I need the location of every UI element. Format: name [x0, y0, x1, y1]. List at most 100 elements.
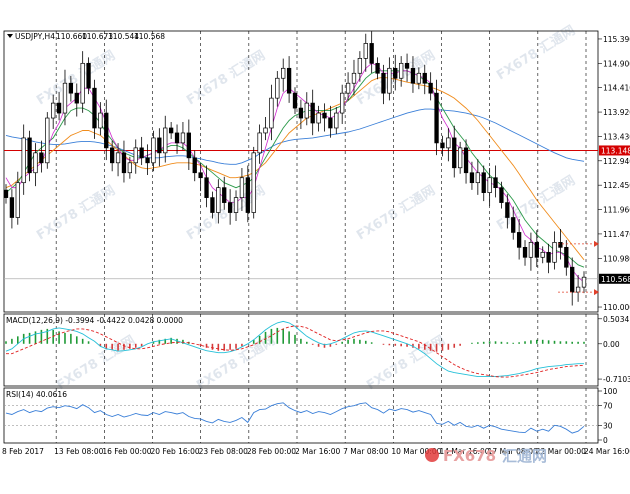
candle-body — [564, 246, 569, 268]
candle-body — [86, 62, 91, 89]
candle-body — [345, 82, 351, 94]
price-tick-label: 114.410 — [603, 84, 630, 93]
candle-body — [440, 142, 445, 149]
logo-text-cn: 汇通网 — [502, 447, 547, 465]
candle-body — [286, 67, 292, 94]
candle-body — [363, 43, 368, 59]
logo-text: FX678 — [443, 447, 496, 465]
candle-body — [528, 242, 534, 258]
price-tick-label: 115.390 — [603, 35, 630, 44]
candle-body — [316, 112, 321, 124]
candle-body — [198, 172, 203, 179]
candle-body — [304, 102, 309, 119]
candle-body — [546, 251, 551, 263]
date-tick-label: 23 Feb 08:00 — [199, 447, 248, 456]
candle-body — [245, 177, 250, 213]
price-tick-label: 113.430 — [603, 132, 630, 141]
macd-panel-frame — [3, 313, 599, 387]
candle-body — [428, 82, 433, 94]
price-markers — [558, 240, 599, 296]
rsi-tick-label: 70 — [603, 402, 613, 411]
symbol-dropdown-icon[interactable] — [7, 34, 13, 38]
resistance-price-label: 113.148 — [601, 146, 630, 155]
candle-body — [180, 132, 186, 144]
candle-body — [174, 132, 180, 144]
macd-tick-label: 0.5034 — [603, 315, 629, 324]
rsi-tick-label: 100 — [603, 387, 618, 396]
price-marker-arrow-icon — [594, 240, 599, 247]
candle-body — [446, 137, 451, 149]
logo-mark-icon — [425, 448, 439, 462]
candle-body — [522, 246, 528, 258]
date-tick-label: 14 Mar 16:00 — [440, 447, 490, 456]
rsi-tick-label: 0 — [603, 436, 608, 445]
candle-body — [110, 147, 115, 164]
candle-body — [469, 172, 475, 184]
candle-body — [33, 152, 38, 174]
price-tick-label: 112.450 — [603, 181, 630, 190]
candle-body — [399, 62, 404, 79]
candle-body — [92, 87, 97, 129]
candle-body — [505, 202, 510, 218]
candle-body — [516, 232, 522, 248]
ma-orange-line — [5, 76, 585, 261]
candle-body — [21, 137, 26, 184]
candle-body — [133, 147, 138, 164]
rsi-panel-frame — [3, 387, 599, 444]
candle-body — [62, 82, 68, 114]
ohlc-open: 110.660 — [56, 32, 87, 41]
candle-body — [233, 197, 239, 213]
candle-body — [216, 187, 221, 213]
candle-body — [481, 172, 486, 193]
candle-body — [457, 147, 463, 169]
macd-layer: 0.5034 0.00 -0.7103 — [5, 315, 630, 384]
candle-body — [534, 242, 539, 258]
candlesticks — [3, 31, 587, 306]
macd-tick-label: 0.00 — [603, 340, 620, 349]
candle-body — [275, 77, 280, 99]
candle-body — [115, 152, 121, 164]
candle-body — [493, 177, 498, 189]
price-tick-label: 114.900 — [603, 59, 630, 68]
candle-body — [127, 162, 133, 174]
current-price-label: 110.568 — [601, 275, 630, 284]
candle-body — [540, 251, 545, 258]
candle-body — [239, 177, 245, 198]
price-tick-label: 110.980 — [603, 254, 630, 263]
candle-body — [3, 189, 9, 198]
horizontal-price-lines: 113.148 110.568 — [4, 145, 630, 284]
candle-body — [227, 202, 233, 213]
candle-body — [499, 187, 504, 203]
candle-body — [410, 67, 416, 84]
candle-body — [210, 197, 215, 213]
date-tick-label: 7 Mar 08:00 — [343, 447, 389, 456]
candle-body — [552, 242, 557, 263]
candle-body — [369, 43, 374, 64]
candle-body — [80, 62, 85, 104]
date-tick-label: 13 Feb 08:00 — [54, 447, 103, 456]
price-tick-label: 111.470 — [603, 230, 630, 239]
candle-body — [74, 92, 79, 104]
candle-body — [51, 102, 56, 119]
candle-body — [387, 67, 392, 94]
macd-tick-label: -0.7103 — [603, 375, 630, 384]
date-tick-label: 24 Mar 16:00 — [584, 447, 630, 456]
candle-body — [281, 67, 286, 79]
candle-body — [422, 72, 427, 84]
candle-body — [222, 187, 227, 203]
rsi-line — [5, 402, 585, 434]
candle-body — [251, 152, 256, 213]
macd-label: MACD(12,26,9) -0.3994 -0.4422 0.0428 0.0… — [6, 316, 183, 325]
candle-body — [487, 177, 492, 193]
rsi-label: RSI(14) 40.0616 — [6, 390, 67, 399]
date-tick-label: 22 Mar 00:00 — [536, 447, 586, 456]
candle-body — [257, 132, 262, 154]
price-panel-frame — [3, 30, 599, 313]
candle-body — [45, 117, 50, 164]
macd-signal-line — [6, 325, 584, 378]
candle-body — [145, 157, 150, 164]
candle-body — [575, 286, 581, 293]
candle-body — [15, 182, 20, 218]
candle-body — [475, 172, 480, 184]
